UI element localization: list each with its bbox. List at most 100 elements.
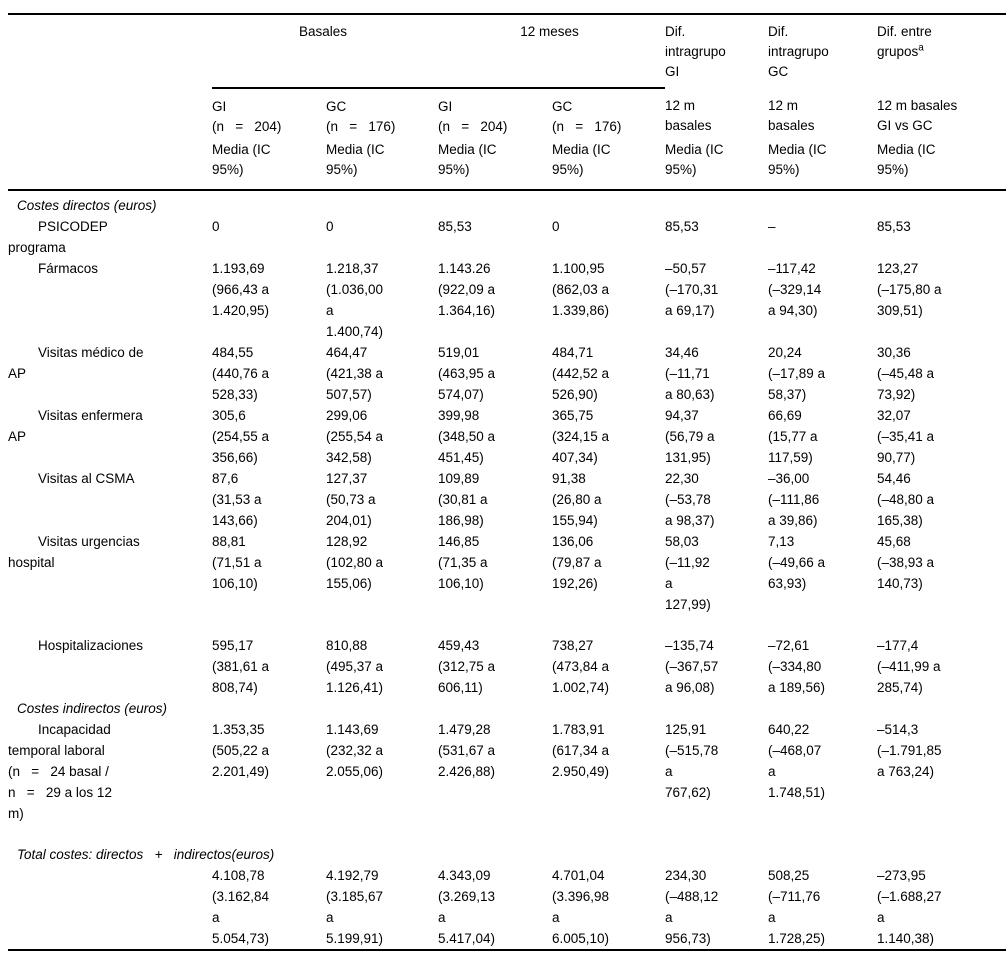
data-cell: 464,47 (421,38 a 507,57) bbox=[326, 345, 384, 402]
media-ic-header: Media (IC 95%) bbox=[326, 142, 385, 177]
data-cell: –36,00 (–111,86 a 39,86) bbox=[768, 471, 820, 528]
section-row: Total costes: directos + indirectos(euro… bbox=[8, 844, 1006, 865]
data-cell: 94,37 (56,79 a 131,95) bbox=[665, 408, 715, 465]
subgroup-header-row: GI (n = 204) GC (n = 176) GI (n = 204) G… bbox=[8, 88, 1006, 137]
col-header-gc-basal: GC (n = 176) bbox=[326, 99, 396, 134]
data-cell: 87,6 (31,53 a 143,66) bbox=[212, 471, 262, 528]
data-cell: 234,30 (–488,12 a 956,73) bbox=[665, 868, 719, 946]
data-cell: –273,95 (–1.688,27 a 1.140,38) bbox=[877, 868, 942, 946]
data-cell: 34,46 (–11,71 a 80,63) bbox=[665, 345, 715, 402]
row-label: Visitas al CSMA bbox=[38, 471, 135, 486]
row-label: PSICODEP programa bbox=[8, 219, 108, 255]
media-ic-header: Media (IC 95%) bbox=[768, 142, 827, 177]
data-cell: 85,53 bbox=[877, 219, 911, 234]
data-cell: 32,07 (–35,41 a 90,77) bbox=[877, 408, 935, 465]
data-cell: –177,4 (–411,99 a 285,74) bbox=[877, 638, 941, 695]
data-cell: 20,24 (–17,89 a 58,37) bbox=[768, 345, 826, 402]
data-cell: 305,6 (254,55 a 356,66) bbox=[212, 408, 270, 465]
data-cell: 640,22 (–468,07 a 1.748,51) bbox=[768, 722, 826, 800]
label-column-subheader bbox=[8, 88, 212, 137]
section-row: Costes directos (euros) bbox=[8, 190, 1006, 216]
data-cell: 1.353,35 (505,22 a 2.201,49) bbox=[212, 722, 270, 779]
media-ic-header: Media (IC 95%) bbox=[438, 142, 497, 177]
table-row: Fármacos 1.193,69 (966,43 a 1.420,95) 1.21… bbox=[8, 258, 1006, 342]
media-ic-header: Media (IC 95%) bbox=[552, 142, 611, 177]
group-header-row: Basales 12 meses Dif. intragrupo GI Dif.… bbox=[8, 14, 1006, 89]
table-row: Visitas enfermera AP 305,6 (254,55 a 356,… bbox=[8, 405, 1006, 468]
data-cell: 22,30 (–53,78 a 98,37) bbox=[665, 471, 715, 528]
data-cell: 1.143.26 (922,09 a 1.364,16) bbox=[438, 261, 496, 318]
data-cell: 7,13 (–49,66 a 63,93) bbox=[768, 534, 826, 591]
cost-comparison-table: Basales 12 meses Dif. intragrupo GI Dif.… bbox=[8, 13, 1006, 951]
data-cell: 128,92 (102,80 a 155,06) bbox=[326, 534, 384, 591]
row-label: Fármacos bbox=[38, 261, 99, 276]
data-cell: 4.343,09 (3.269,13 a 5.417,04) bbox=[438, 868, 496, 946]
row-label: Visitas médico de AP bbox=[8, 345, 144, 381]
table-row: Visitas médico de AP 484,55 (440,76 a 528… bbox=[8, 342, 1006, 405]
data-cell: 85,53 bbox=[438, 219, 472, 234]
col-header-gc-12m: GC (n = 176) bbox=[552, 99, 622, 134]
data-cell: 4.108,78 (3.162,84 a 5.054,73) bbox=[212, 868, 270, 946]
data-cell: –50,57 (–170,31 a 69,17) bbox=[665, 261, 719, 318]
data-cell: 146,85 (71,35 a 106,10) bbox=[438, 534, 488, 591]
data-cell: 1.783,91 (617,34 a 2.950,49) bbox=[552, 722, 610, 779]
data-cell: –135,74 (–367,57 a 96,08) bbox=[665, 638, 719, 695]
footnote-marker-a: a bbox=[918, 42, 924, 54]
data-cell: 127,37 (50,73 a 204,01) bbox=[326, 471, 376, 528]
media-ic-header: Media (IC 95%) bbox=[212, 142, 271, 177]
row-label: Incapacidad temporal laboral (n = 24 bas… bbox=[8, 722, 112, 821]
measure-header-row: Media (IC 95%) Media (IC 95%) Media (IC … bbox=[8, 137, 1006, 190]
data-cell: 1.143,69 (232,32 a 2.055,06) bbox=[326, 722, 384, 779]
table-row: PSICODEP programa 0 0 85,53 0 85,53 – 85,53 bbox=[8, 216, 1006, 258]
data-cell: 484,55 (440,76 a 528,33) bbox=[212, 345, 270, 402]
data-cell: 459,43 (312,75 a 606,11) bbox=[438, 638, 496, 695]
data-cell: 45,68 (–38,93 a 140,73) bbox=[877, 534, 935, 591]
data-cell: 66,69 (15,77 a 117,59) bbox=[768, 408, 818, 465]
table-body: Costes directos (euros) PSICODEP programa… bbox=[8, 190, 1006, 950]
dif-entre-grupos-label: Dif. entre grupos bbox=[877, 24, 932, 59]
data-cell: 0 bbox=[326, 219, 334, 234]
data-cell: 91,38 (26,80 a 155,94) bbox=[552, 471, 602, 528]
data-cell: 1.479,28 (531,67 a 2.426,88) bbox=[438, 722, 496, 779]
table-header: Basales 12 meses Dif. intragrupo GI Dif.… bbox=[8, 14, 1006, 190]
data-cell: 88,81 (71,51 a 106,10) bbox=[212, 534, 262, 591]
data-cell: 1.193,69 (966,43 a 1.420,95) bbox=[212, 261, 270, 318]
data-cell: 810,88 (495,37 a 1.126,41) bbox=[326, 638, 384, 695]
data-cell: 595,17 (381,61 a 808,74) bbox=[212, 638, 270, 695]
data-cell: 30,36 (–45,48 a 73,92) bbox=[877, 345, 935, 402]
col-header-12m-basales-gi-vs-gc: 12 m basales GI vs GC bbox=[877, 98, 958, 133]
section-label: Costes indirectos (euros) bbox=[17, 701, 168, 716]
col-group-12-meses: 12 meses bbox=[438, 14, 665, 89]
data-cell: 136,06 (79,87 a 192,26) bbox=[552, 534, 602, 591]
data-cell: 508,25 (–711,76 a 1.728,25) bbox=[768, 868, 826, 946]
section-label: Total costes: directos + indirectos(euro… bbox=[17, 847, 275, 862]
label-column-measure bbox=[8, 137, 212, 190]
table-row: Incapacidad temporal laboral (n = 24 bas… bbox=[8, 719, 1006, 844]
col-header-dif-intragrupo-gi: Dif. intragrupo GI bbox=[665, 24, 726, 79]
data-cell: 58,03 (–11,92 a 127,99) bbox=[665, 534, 711, 612]
data-cell: – bbox=[768, 219, 776, 234]
data-cell: 299,06 (255,54 a 342,58) bbox=[326, 408, 384, 465]
data-cell: 109,89 (30,81 a 186,98) bbox=[438, 471, 488, 528]
table-row: Visitas al CSMA 87,6 (31,53 a 143,66) 127,… bbox=[8, 468, 1006, 531]
data-cell: –72,61 (–334,80 a 189,56) bbox=[768, 638, 826, 695]
col-header-dif-entre-grupos: Dif. entre gruposa bbox=[877, 14, 1006, 88]
data-cell: 54,46 (–48,80 a 165,38) bbox=[877, 471, 935, 528]
row-label: Visitas urgencias hospital bbox=[8, 534, 140, 570]
data-cell: 4.192,79 (3.185,67 a 5.199,91) bbox=[326, 868, 384, 946]
table-row: Visitas urgencias hospital 88,81 (71,51 a… bbox=[8, 531, 1006, 635]
data-cell: 484,71 (442,52 a 526,90) bbox=[552, 345, 610, 402]
data-cell: 399,98 (348,50 a 451,45) bbox=[438, 408, 496, 465]
section-label: Costes directos (euros) bbox=[17, 198, 157, 213]
label-column-header bbox=[8, 14, 212, 88]
col-header-gi-basal: GI (n = 204) bbox=[212, 99, 282, 134]
data-cell: –117,42 (–329,14 a 94,30) bbox=[768, 261, 822, 318]
data-cell: 0 bbox=[552, 219, 560, 234]
row-label: Visitas enfermera AP bbox=[8, 408, 143, 444]
col-header-12m-basales-gi: 12 m basales bbox=[665, 98, 712, 133]
table-row: 4.108,78 (3.162,84 a 5.054,73) 4.192,79 (… bbox=[8, 865, 1006, 950]
row-label bbox=[8, 865, 212, 950]
media-ic-header: Media (IC 95%) bbox=[665, 142, 724, 177]
data-cell: 0 bbox=[212, 219, 220, 234]
